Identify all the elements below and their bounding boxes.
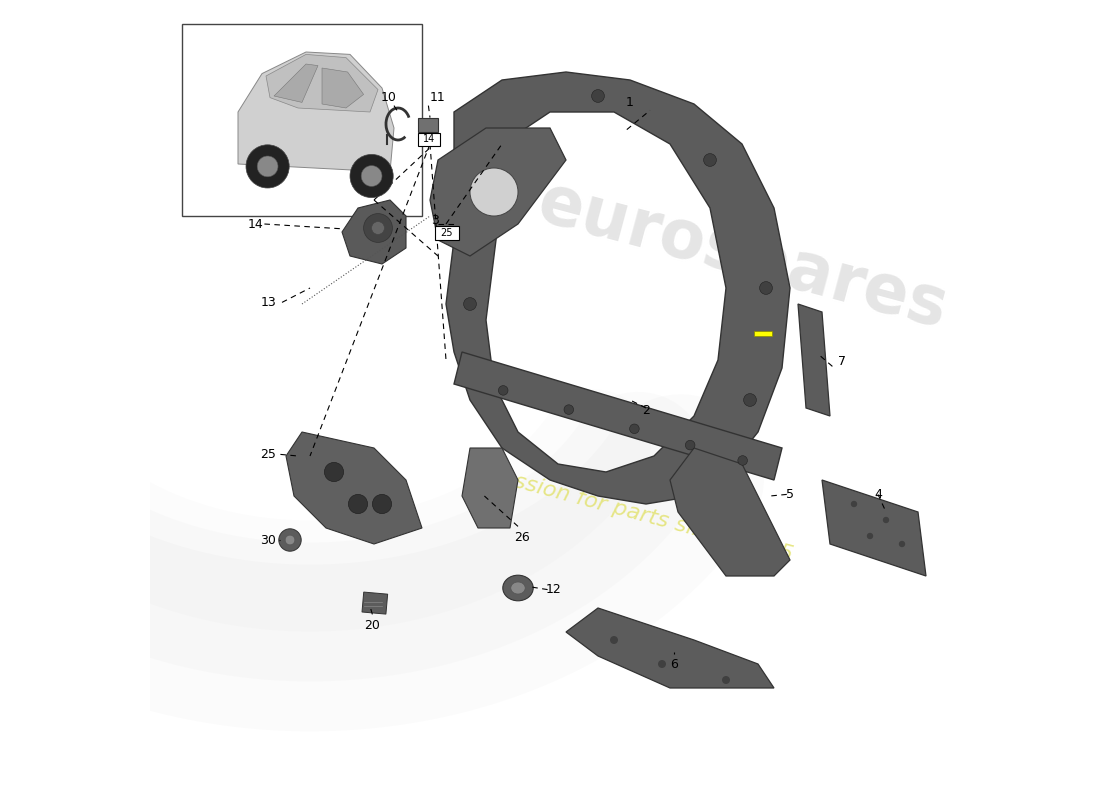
Polygon shape (454, 352, 782, 480)
Circle shape (685, 440, 695, 450)
Text: 1: 1 (626, 96, 634, 109)
Text: 26: 26 (514, 531, 530, 544)
Circle shape (463, 218, 476, 230)
Text: 3: 3 (431, 214, 439, 226)
Polygon shape (798, 304, 830, 416)
Circle shape (470, 168, 518, 216)
Circle shape (610, 636, 618, 644)
Circle shape (278, 529, 301, 551)
Text: a passion for parts since 1985: a passion for parts since 1985 (465, 459, 795, 565)
Circle shape (564, 405, 573, 414)
Bar (362, 592, 387, 614)
Circle shape (361, 166, 382, 186)
Polygon shape (286, 432, 422, 544)
Text: 25: 25 (261, 448, 276, 461)
Circle shape (722, 676, 730, 684)
Circle shape (658, 660, 666, 668)
Circle shape (629, 424, 639, 434)
Circle shape (324, 462, 343, 482)
Text: 2: 2 (642, 404, 650, 417)
Circle shape (246, 145, 289, 188)
Text: 25: 25 (440, 228, 453, 238)
Circle shape (883, 517, 889, 523)
Circle shape (349, 494, 367, 514)
Text: 6: 6 (670, 658, 678, 670)
Bar (754, 331, 771, 336)
Text: 14: 14 (248, 218, 264, 230)
Circle shape (463, 298, 476, 310)
Ellipse shape (503, 575, 534, 601)
Polygon shape (670, 448, 790, 576)
Circle shape (350, 154, 393, 198)
Circle shape (364, 214, 393, 242)
Ellipse shape (510, 582, 525, 594)
Polygon shape (430, 128, 566, 256)
Bar (182, 24, 422, 216)
Circle shape (744, 394, 757, 406)
Circle shape (257, 156, 278, 177)
Circle shape (867, 533, 873, 539)
PathPatch shape (446, 72, 790, 504)
Bar (434, 226, 459, 240)
Circle shape (738, 456, 747, 466)
Bar (418, 118, 438, 132)
Text: 5: 5 (786, 488, 794, 501)
Text: 10: 10 (381, 91, 396, 104)
Text: 20: 20 (364, 619, 381, 632)
Text: 4: 4 (874, 488, 882, 501)
Polygon shape (342, 200, 406, 264)
Text: 30: 30 (261, 534, 276, 546)
Polygon shape (462, 448, 518, 528)
Polygon shape (266, 54, 378, 112)
Polygon shape (238, 52, 394, 172)
Polygon shape (322, 68, 364, 108)
Polygon shape (274, 64, 318, 102)
Circle shape (285, 535, 295, 545)
Circle shape (760, 282, 772, 294)
Text: 11: 11 (430, 91, 446, 104)
Text: 7: 7 (838, 355, 846, 368)
Text: eurospares: eurospares (530, 170, 954, 342)
Polygon shape (566, 608, 774, 688)
Polygon shape (822, 480, 926, 576)
Circle shape (498, 386, 508, 395)
Text: 13: 13 (261, 296, 276, 309)
Circle shape (704, 154, 716, 166)
Text: 12: 12 (546, 583, 562, 596)
Circle shape (899, 541, 905, 547)
Text: 14: 14 (424, 134, 436, 144)
Circle shape (592, 90, 604, 102)
Circle shape (372, 222, 384, 234)
Circle shape (373, 494, 392, 514)
Circle shape (850, 501, 857, 507)
Bar (418, 133, 440, 146)
